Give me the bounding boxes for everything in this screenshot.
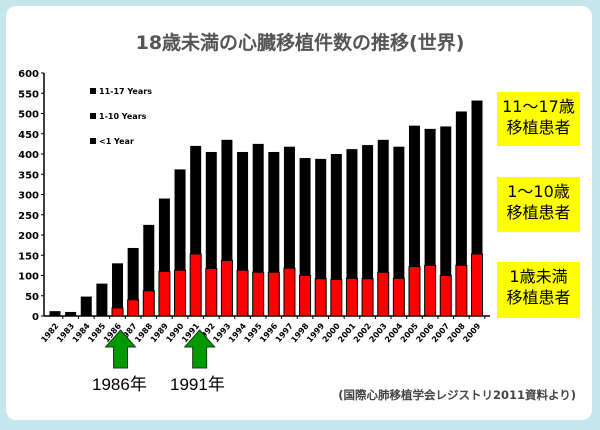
label-line: 1〜10歳 xyxy=(507,182,570,201)
bar-stack-black xyxy=(112,263,124,316)
bar-stack-black xyxy=(96,283,108,316)
bar-stack-black xyxy=(408,125,420,317)
bar-under1 xyxy=(299,275,312,317)
label-line: 移植患者 xyxy=(506,288,571,307)
bar-stack-black xyxy=(237,151,249,316)
y-tick-label: 250 xyxy=(18,211,39,222)
bar-stack-black xyxy=(143,224,155,316)
bar-stack-black xyxy=(346,149,358,316)
label-under1: 1歳未満 移植患者 xyxy=(497,262,580,318)
bar-under1 xyxy=(345,277,358,317)
bar-under1 xyxy=(111,307,124,317)
bar-under1 xyxy=(455,264,468,317)
y-tick-label: 400 xyxy=(18,150,39,161)
bar-stack-black xyxy=(471,100,483,316)
bar-stack-black xyxy=(362,145,374,316)
legend-label: 1-10 Years xyxy=(99,112,147,121)
legend-label: 11-17 Years xyxy=(99,87,152,96)
bar-stack-black xyxy=(455,111,467,316)
bar-under1 xyxy=(439,275,452,317)
bar-stack-black xyxy=(299,158,311,316)
label-line: 移植患者 xyxy=(506,118,571,137)
chart-title: 18歳未満の心臓移植件数の推移(世界) xyxy=(135,32,465,54)
bar-under1 xyxy=(158,270,171,317)
bar-under1 xyxy=(236,269,249,317)
bar-under1 xyxy=(424,264,437,317)
bar-stack-black xyxy=(393,146,405,316)
up-arrow-icon xyxy=(183,329,216,369)
bar-stack-black xyxy=(330,154,342,316)
bar-under1 xyxy=(189,253,202,317)
bar-under1 xyxy=(283,267,296,317)
bar-stack-black xyxy=(65,311,77,316)
legend-label: <1 Year xyxy=(99,137,134,146)
bar-under1 xyxy=(392,277,405,317)
bar-under1 xyxy=(361,278,374,317)
y-tick-label: 100 xyxy=(18,272,39,283)
bar-stack-black xyxy=(268,151,280,316)
y-tick-label: 50 xyxy=(25,292,39,303)
legend-swatch xyxy=(90,88,96,94)
y-tick-label: 300 xyxy=(18,191,39,202)
bar-under1 xyxy=(220,260,233,317)
label-11-17: 11〜17歳 移植患者 xyxy=(497,92,580,146)
bar-under1 xyxy=(205,268,218,317)
y-tick-label: 550 xyxy=(18,89,39,100)
y-tick-label: 0 xyxy=(32,312,39,323)
annotation-1991: 1991年 xyxy=(170,375,225,394)
bar-under1 xyxy=(408,266,421,317)
bar-stack-black xyxy=(377,139,389,316)
x-tick-label: 2009 xyxy=(461,321,482,344)
y-tick-label: 500 xyxy=(18,110,39,121)
bar-under1 xyxy=(142,290,155,317)
bar-under1 xyxy=(314,278,327,317)
bar-under1 xyxy=(252,271,265,317)
bar-stack-black xyxy=(283,146,295,316)
legend-swatch xyxy=(90,138,96,144)
bar-stack-black xyxy=(127,247,139,316)
bar-stack-black xyxy=(440,126,452,317)
bar-under1 xyxy=(471,253,483,317)
y-tick-label: 600 xyxy=(18,69,39,80)
label-line: 11〜17歳 xyxy=(502,97,575,116)
bar-stack-black xyxy=(221,139,233,316)
bar-under1 xyxy=(377,271,390,317)
y-tick-label: 150 xyxy=(18,251,39,262)
y-tick-label: 450 xyxy=(18,130,39,141)
label-1-10: 1〜10歳 移植患者 xyxy=(497,177,580,232)
bar-stack-black xyxy=(252,143,264,316)
bar-stack-black xyxy=(158,198,170,316)
bar-stack-black xyxy=(80,296,92,316)
bar-stack-black xyxy=(205,151,217,316)
bar-under1 xyxy=(330,279,343,317)
bar-stack-black xyxy=(49,311,61,316)
source-note: (国際心肺移植学会レジストリ2011資料より) xyxy=(338,388,576,402)
y-tick-label: 350 xyxy=(18,170,39,181)
bar-stack-black xyxy=(424,128,436,316)
bar-stack-black xyxy=(315,158,327,316)
bar-under1 xyxy=(267,271,280,317)
label-line: 1歳未満 xyxy=(509,267,568,286)
bar-under1 xyxy=(127,299,140,317)
annotation-1986: 1986年 xyxy=(92,375,147,394)
card xyxy=(6,6,592,420)
y-tick-label: 200 xyxy=(18,231,39,242)
bar-under1 xyxy=(174,269,187,317)
label-line: 移植患者 xyxy=(506,203,571,222)
bar-stack-black xyxy=(190,145,202,316)
legend-swatch xyxy=(90,113,96,119)
bar-stack-black xyxy=(174,169,186,316)
up-arrow-icon xyxy=(104,329,137,369)
